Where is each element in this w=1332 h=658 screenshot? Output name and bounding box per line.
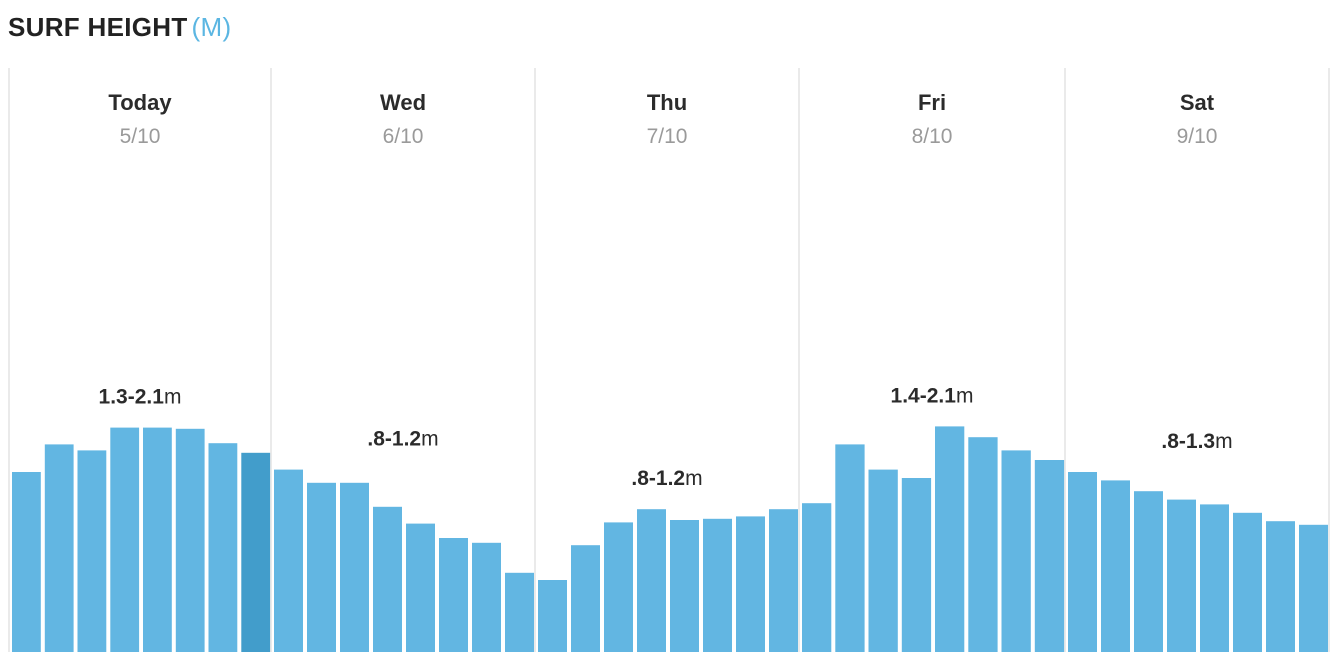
surf-bar[interactable] bbox=[110, 427, 140, 652]
surf-bar-current[interactable] bbox=[241, 452, 271, 652]
surf-bar[interactable] bbox=[208, 443, 238, 652]
surf-bar[interactable] bbox=[274, 469, 303, 652]
day-date: 6/10 bbox=[383, 125, 424, 148]
surf-bar[interactable] bbox=[1299, 524, 1328, 652]
surf-bar[interactable] bbox=[703, 518, 732, 652]
surf-bar[interactable] bbox=[307, 482, 336, 652]
range-unit: m bbox=[421, 428, 439, 451]
range-label: .8-1.2m bbox=[367, 428, 438, 451]
surf-bar[interactable] bbox=[637, 509, 666, 652]
surf-bar[interactable] bbox=[604, 522, 633, 652]
surf-bar[interactable] bbox=[769, 509, 798, 652]
surf-bar[interactable] bbox=[868, 469, 898, 652]
surf-bar[interactable] bbox=[1167, 499, 1196, 652]
surf-bar[interactable] bbox=[1068, 472, 1097, 652]
surf-bar[interactable] bbox=[44, 444, 74, 652]
surf-bar[interactable] bbox=[472, 542, 501, 652]
surf-bar[interactable] bbox=[901, 478, 932, 652]
day-name: Wed bbox=[380, 90, 426, 115]
surf-bar[interactable] bbox=[340, 482, 369, 652]
day-date: 7/10 bbox=[647, 125, 688, 148]
surf-bar[interactable] bbox=[736, 516, 765, 652]
day-date: 5/10 bbox=[120, 125, 161, 148]
surf-bar[interactable] bbox=[968, 437, 998, 652]
surf-bar[interactable] bbox=[439, 538, 468, 652]
surf-bar[interactable] bbox=[175, 428, 205, 652]
surf-bar[interactable] bbox=[802, 503, 832, 652]
surf-bar[interactable] bbox=[1134, 491, 1163, 652]
surf-bar[interactable] bbox=[1200, 504, 1229, 652]
range-label: 1.3-2.1m bbox=[99, 386, 182, 409]
unit-label: (M) bbox=[191, 12, 232, 42]
surf-bar[interactable] bbox=[77, 450, 107, 652]
range-unit: m bbox=[164, 386, 182, 409]
range-unit: m bbox=[685, 467, 703, 490]
day-name: Today bbox=[108, 90, 172, 115]
surf-bar[interactable] bbox=[12, 472, 41, 652]
chart-title: SURF HEIGHT (M) bbox=[8, 12, 231, 43]
range-label: 1.4-2.1m bbox=[891, 384, 974, 407]
range-value: .8-1.3 bbox=[1161, 430, 1215, 453]
surf-bar[interactable] bbox=[143, 427, 172, 652]
day-date: 9/10 bbox=[1177, 125, 1218, 148]
surf-bar[interactable] bbox=[406, 523, 435, 652]
surf-bar[interactable] bbox=[373, 506, 402, 652]
range-label: .8-1.2m bbox=[631, 467, 702, 490]
surf-bar[interactable] bbox=[1034, 460, 1065, 652]
range-value: .8-1.2 bbox=[631, 467, 685, 490]
surf-bar[interactable] bbox=[1101, 480, 1130, 652]
range-unit: m bbox=[956, 384, 974, 407]
surf-bar[interactable] bbox=[935, 426, 965, 652]
surf-bar[interactable] bbox=[835, 444, 865, 652]
range-value: .8-1.2 bbox=[367, 428, 421, 451]
range-value: 1.4-2.1 bbox=[891, 384, 957, 407]
range-unit: m bbox=[1215, 430, 1233, 453]
surf-bar[interactable] bbox=[1001, 450, 1031, 652]
day-name: Sat bbox=[1180, 90, 1215, 115]
chart-title-text: SURF HEIGHT bbox=[8, 12, 188, 42]
day-name: Thu bbox=[647, 90, 687, 115]
surf-bar[interactable] bbox=[538, 580, 567, 652]
surf-bar[interactable] bbox=[1233, 512, 1262, 652]
surf-bar[interactable] bbox=[505, 572, 534, 652]
day-date: 8/10 bbox=[912, 125, 953, 148]
day-name: Fri bbox=[918, 90, 946, 115]
surf-bar[interactable] bbox=[670, 520, 699, 652]
range-value: 1.3-2.1 bbox=[99, 386, 165, 409]
surf-bar[interactable] bbox=[1266, 521, 1295, 652]
surf-bar[interactable] bbox=[571, 545, 600, 652]
range-label: .8-1.3m bbox=[1161, 430, 1232, 453]
